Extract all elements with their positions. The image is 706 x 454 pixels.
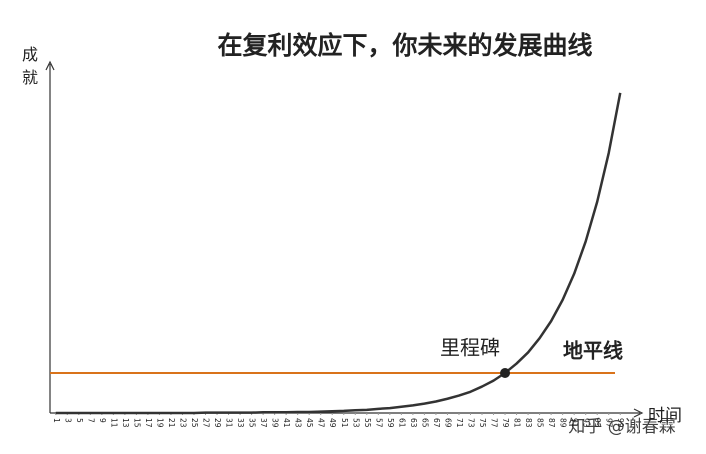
x-tick-label: 7 <box>86 418 95 423</box>
x-tick-label: 55 <box>363 418 372 428</box>
x-tick-label: 69 <box>443 418 452 428</box>
x-tick-label: 31 <box>225 418 234 428</box>
x-tick-label: 43 <box>294 418 303 428</box>
x-tick-label: 29 <box>213 418 222 428</box>
x-tick-label: 53 <box>351 418 360 428</box>
chart-title: 在复利效应下，你未来的发展曲线 <box>217 31 592 60</box>
x-tick-label: 9 <box>98 418 107 423</box>
x-tick-label: 11 <box>109 418 118 428</box>
x-tick-label: 35 <box>248 418 257 428</box>
x-tick-label: 17 <box>144 418 153 428</box>
x-tick-label: 81 <box>513 418 522 428</box>
x-tick-label: 33 <box>236 418 245 428</box>
x-axis-arrow <box>633 408 644 418</box>
x-tick-label: 91 <box>570 418 579 428</box>
x-tick-label: 41 <box>282 418 291 428</box>
x-tick-label: 97 <box>605 418 614 428</box>
x-tick-label: 87 <box>547 418 556 428</box>
x-tick-label: 89 <box>559 418 568 428</box>
reference-label: 地平线 <box>563 338 623 362</box>
x-tick-label: 59 <box>386 418 395 428</box>
x-tick-label: 93 <box>582 418 591 428</box>
x-tick-label: 21 <box>167 418 176 428</box>
watermark: 知乎 @谢春霖 <box>568 417 675 437</box>
y-axis-arrow <box>45 60 55 71</box>
x-tick-label: 61 <box>397 418 406 428</box>
x-tick-label: 19 <box>155 418 164 428</box>
growth-curve <box>55 92 622 415</box>
x-axis-label: 时间 <box>648 406 682 426</box>
milestone-point <box>500 367 511 378</box>
x-tick-label: 83 <box>524 418 533 428</box>
x-tick-label: 85 <box>536 418 545 428</box>
x-tick-label: 79 <box>501 418 510 428</box>
x-tick-label: 13 <box>121 418 130 428</box>
x-tick-label: 1 <box>52 418 61 423</box>
x-tick-label: 27 <box>202 418 211 428</box>
milestone-label: 里程碑 <box>440 335 500 359</box>
x-tick-label: 45 <box>305 418 314 428</box>
x-tick-label: 71 <box>455 418 464 428</box>
x-tick-label: 23 <box>178 418 187 428</box>
x-tick-label: 39 <box>271 418 280 428</box>
x-tick-label: 63 <box>409 418 418 428</box>
x-tick-label: 49 <box>328 418 337 428</box>
x-tick-label: 99 <box>616 418 625 428</box>
x-tick-label: 37 <box>259 418 268 428</box>
x-tick-label: 73 <box>466 418 475 428</box>
x-tick-label: 65 <box>420 418 429 428</box>
x-tick-label: 57 <box>374 418 383 428</box>
x-tick-label: 95 <box>593 418 602 428</box>
x-tick-label: 5 <box>75 418 84 423</box>
x-tick-label: 67 <box>432 418 441 428</box>
y-axis-label: 成就 <box>22 45 38 87</box>
x-tick-label: 47 <box>317 418 326 428</box>
x-tick-label: 75 <box>478 418 487 428</box>
x-tick-label: 3 <box>63 418 72 423</box>
x-tick-label: 25 <box>190 418 199 428</box>
x-tick-label: 15 <box>132 418 141 428</box>
x-tick-label: 51 <box>340 418 349 428</box>
x-tick-label: 77 <box>490 418 499 428</box>
